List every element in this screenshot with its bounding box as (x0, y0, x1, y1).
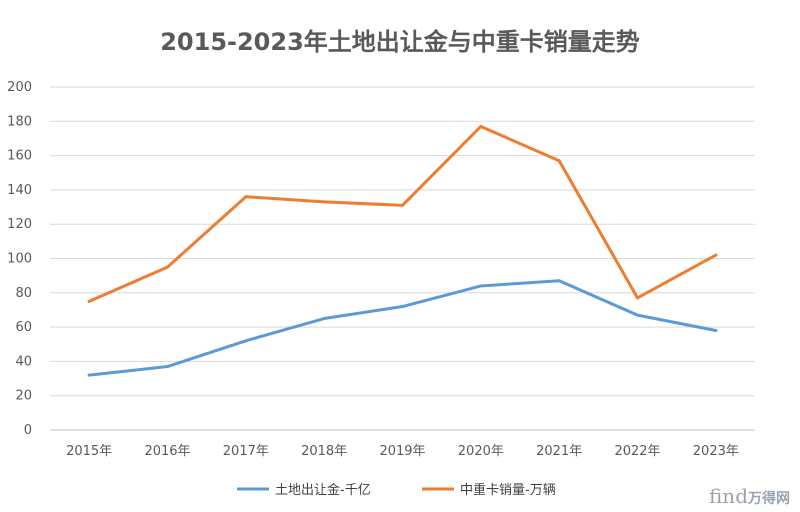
x-tick-label: 2022年 (614, 444, 660, 459)
data-point (401, 203, 404, 207)
y-axis-ticks: 0 20 40 60 80 100 120 140 160 180 200 (7, 80, 32, 438)
data-point (244, 195, 248, 199)
data-point (714, 329, 718, 333)
x-axis-ticks: 2015年 2016年 2017年 2018年 2019年 2020年 2021年 2022年… (66, 444, 739, 459)
legend-label: 中重卡销量-万辆 (460, 482, 556, 498)
x-tick-label: 2020年 (458, 444, 504, 459)
x-tick-label: 2018年 (301, 444, 347, 459)
y-tick-label: 200 (7, 80, 32, 95)
series-lines (87, 124, 718, 377)
legend-label: 土地出让金-千亿 (275, 482, 371, 498)
data-point (401, 305, 404, 309)
y-tick-label: 60 (15, 320, 32, 335)
y-tick-label: 140 (7, 183, 32, 198)
data-point (244, 339, 248, 343)
data-point (714, 253, 718, 257)
y-tick-label: 0 (24, 423, 32, 438)
x-tick-label: 2016年 (144, 444, 190, 459)
x-tick-label: 2015年 (66, 444, 112, 459)
chart-title: 2015-2023年土地出让金与中重卡销量走势 (160, 28, 640, 56)
data-point (479, 284, 483, 288)
y-tick-label: 120 (7, 217, 32, 232)
x-tick-label: 2023年 (693, 444, 739, 459)
data-point (557, 279, 561, 283)
series-line-2 (87, 124, 718, 303)
data-point (87, 373, 91, 377)
x-tick-label: 2021年 (536, 444, 582, 459)
data-point (166, 365, 169, 369)
watermark-logo: find万得网 (709, 484, 790, 508)
data-point (322, 200, 326, 204)
gridlines (50, 86, 755, 431)
data-point (479, 124, 483, 128)
x-tick-label: 2019年 (379, 444, 425, 459)
y-tick-label: 20 (15, 389, 32, 404)
x-tick-label: 2017年 (223, 444, 269, 459)
y-tick-label: 100 (7, 252, 32, 267)
y-tick-label: 180 (7, 114, 32, 129)
data-point (636, 313, 639, 317)
y-tick-label: 40 (15, 354, 32, 369)
legend: 土地出让金-千亿 中重卡销量-万辆 (237, 482, 556, 498)
data-point (87, 299, 91, 303)
y-tick-label: 160 (7, 149, 32, 164)
watermark-cn: 万得网 (748, 491, 790, 507)
data-point (166, 265, 169, 269)
data-point (322, 317, 326, 321)
y-tick-label: 80 (15, 286, 32, 301)
data-point (557, 159, 561, 163)
watermark-brand: find (708, 484, 748, 508)
data-point (636, 296, 639, 300)
